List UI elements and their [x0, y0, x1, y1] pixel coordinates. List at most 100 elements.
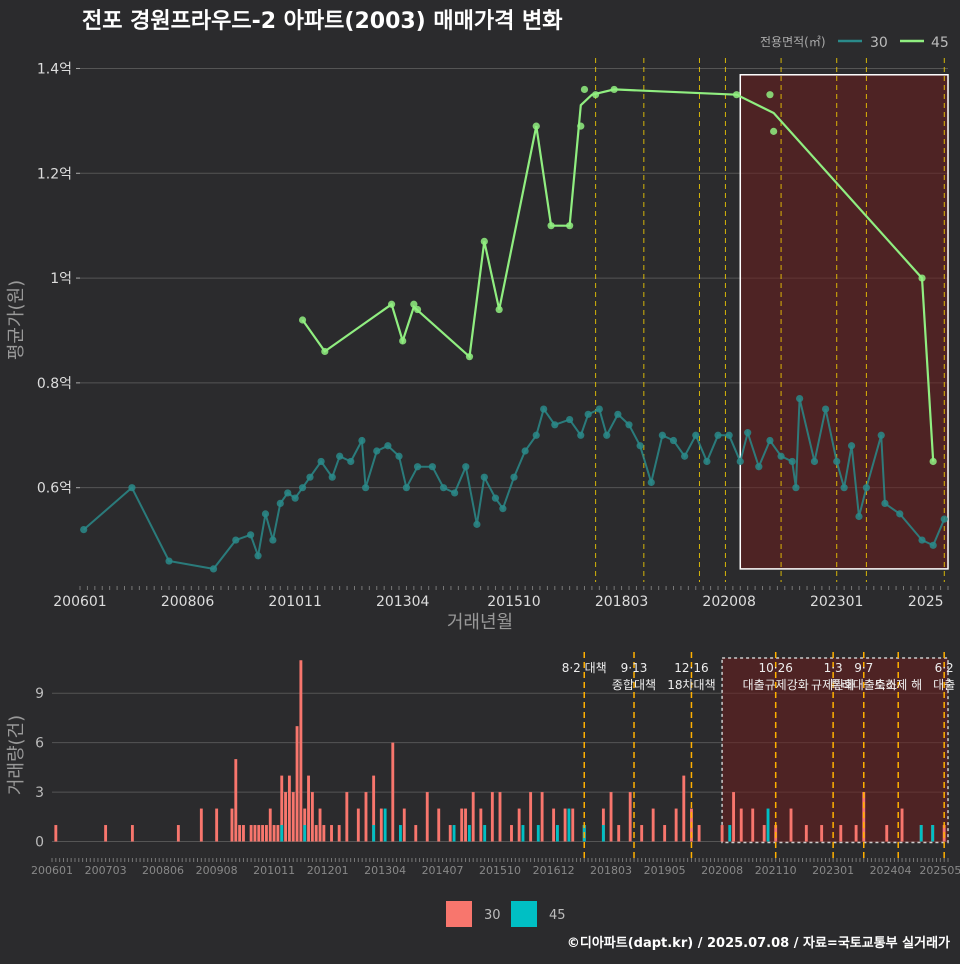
policy-annotation-text: 18차대책	[667, 677, 715, 692]
policy-annotation-text: 규제완화	[811, 678, 855, 692]
price-y-tick-label: 1.2억	[37, 166, 72, 182]
policy-annotation-text: 대출	[933, 678, 955, 692]
volume-bar-30	[571, 808, 575, 842]
series-45-point	[298, 316, 307, 324]
policy-annotations: 8·2 대책 9·13 종합대책 12·16 18차대책 10·26 대출규제강화 1·3 규제…	[562, 660, 955, 692]
legend-label-bar-30: 30	[484, 908, 501, 923]
series-30-point	[796, 395, 804, 403]
series-30-point	[744, 429, 752, 437]
series-30-point	[766, 436, 774, 445]
policy-annotation-text: 9·13	[621, 661, 648, 675]
volume-bar-30	[529, 792, 533, 842]
volume-bar-30	[54, 825, 58, 842]
price-x-tick-label: 202301	[810, 594, 863, 610]
volume-bar-45	[383, 808, 387, 842]
volume-bar-30	[291, 792, 295, 842]
volume-y-axis-label: 거래량(건)	[6, 715, 27, 795]
volume-bar-45	[303, 825, 307, 842]
volume-bar-30	[663, 825, 667, 842]
series-30-point	[521, 447, 529, 455]
volume-bar-30	[762, 825, 766, 842]
series-30-point	[551, 421, 559, 429]
volume-bar-30	[264, 825, 268, 842]
series-30-point	[658, 431, 666, 439]
volume-bar-45	[556, 825, 559, 842]
series-30-point	[584, 410, 592, 418]
volume-x-tick-label: 201612	[533, 864, 575, 877]
volume-bar-45	[567, 808, 571, 842]
volume-bar-45	[280, 825, 284, 842]
series-30-point	[232, 536, 240, 544]
volume-bar-30	[839, 825, 843, 842]
series-45-point	[918, 274, 926, 282]
volume-x-tick-label: 200703	[85, 864, 127, 877]
series-30-point	[317, 457, 325, 466]
series-30-point	[80, 526, 88, 534]
volume-x-tick-label: 201510	[479, 864, 521, 877]
series-45-point	[732, 91, 741, 99]
legend-label-30: 30	[870, 35, 888, 51]
series-45-point	[399, 337, 407, 345]
volume-bar-30	[739, 808, 743, 842]
volume-x-tick-label: 202110	[755, 864, 797, 877]
series-45-point	[610, 85, 618, 94]
volume-bar-30	[517, 808, 521, 842]
series-45-point	[577, 122, 585, 130]
volume-bar-30	[268, 808, 272, 842]
policy-annotation-text: 대출규제강화	[743, 678, 809, 692]
volume-y-tick-label: 9	[35, 686, 44, 702]
volume-bar-30	[364, 792, 368, 842]
volume-bar-30	[609, 792, 613, 842]
volume-x-tick-label: 200908	[196, 864, 238, 877]
volume-bar-30	[885, 825, 889, 842]
top-legend: 전용면적(㎡) 30 45	[760, 35, 949, 51]
volume-bar-30	[540, 792, 544, 842]
series-30-point	[499, 505, 507, 513]
series-30-point	[402, 484, 411, 492]
series-30-point	[725, 431, 733, 439]
series-45-point	[532, 122, 540, 130]
series-30-point	[480, 473, 488, 481]
legend-swatch-45	[511, 901, 537, 927]
volume-policy-lines	[583, 652, 945, 858]
series-30-point	[833, 457, 841, 466]
series-30-point	[384, 442, 392, 450]
volume-bar-30	[510, 825, 513, 842]
volume-bar-30	[310, 792, 314, 842]
series-30-point	[821, 405, 830, 413]
volume-bar-30	[425, 792, 429, 842]
series-30-point	[896, 510, 904, 518]
volume-bar-30	[322, 825, 326, 842]
volume-bar-30	[104, 825, 108, 842]
price-y-axis-label: 평균가(원)	[6, 280, 27, 360]
series-30-point	[669, 436, 678, 445]
series-30-point	[788, 457, 796, 466]
price-y-tick-label: 0.6억	[37, 481, 72, 497]
series-30-point	[881, 499, 889, 507]
volume-bar-30	[199, 808, 203, 842]
series-30-point	[755, 463, 763, 471]
series-30-point	[855, 512, 863, 521]
volume-bar-45	[931, 825, 935, 842]
volume-bar-30	[854, 825, 858, 842]
series-30-point	[254, 552, 262, 560]
volume-bar-30	[498, 792, 502, 842]
series-45-point	[465, 353, 474, 361]
series-45-point	[547, 222, 555, 230]
series-30-point	[929, 541, 937, 549]
volume-bar-30	[674, 808, 678, 842]
volume-bar-30	[804, 825, 808, 842]
price-x-tick-label: 202008	[702, 594, 755, 610]
volume-y-tick-label: 0	[35, 835, 44, 851]
price-x-tick-label: 2025	[908, 594, 944, 610]
series-30-point	[128, 484, 136, 492]
volume-bar-45	[919, 825, 923, 842]
series-30-point	[918, 536, 926, 544]
series-30-point	[940, 515, 948, 523]
volume-bar-45	[452, 825, 456, 842]
series-45-point	[387, 300, 396, 308]
volume-bars	[54, 660, 946, 842]
volume-x-tick-label: 201011	[253, 864, 295, 877]
volume-bar-45	[521, 825, 525, 842]
